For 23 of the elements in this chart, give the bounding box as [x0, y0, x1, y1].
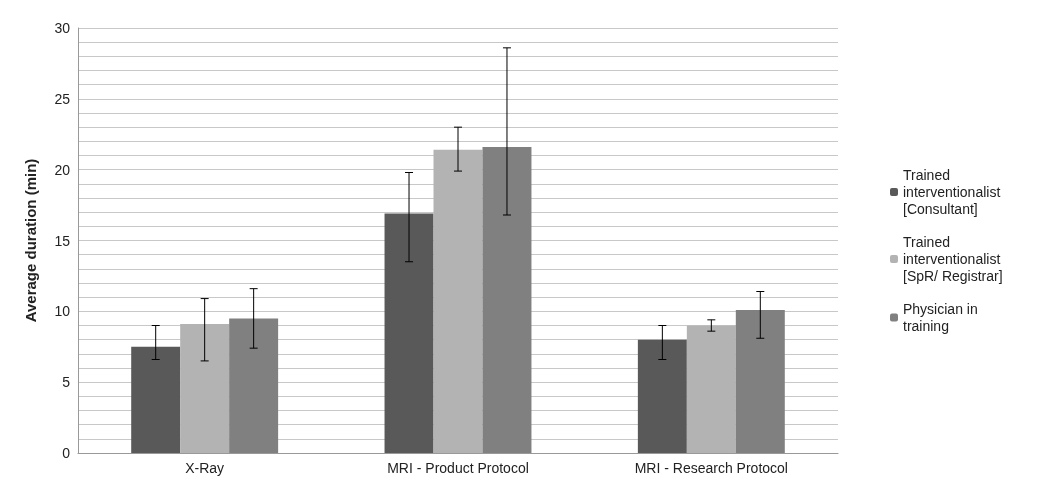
bar: [482, 147, 532, 453]
y-tick-label: 5: [62, 374, 71, 391]
x-tick-label: MRI - Product Protocol: [387, 460, 529, 476]
y-tick-label: 10: [54, 303, 71, 320]
y-axis-title: Average duration (min): [22, 158, 39, 323]
legend-label: Physician in training: [903, 301, 982, 334]
bar: [384, 213, 434, 453]
y-tick-label: 30: [54, 20, 71, 36]
bar: [686, 325, 736, 453]
x-tick-label: MRI - Research Protocol: [634, 460, 788, 476]
y-tick-label: 15: [54, 232, 71, 249]
bar: [433, 149, 483, 453]
legend-label: Trained interventionalist [SpR/ Registrar]: [903, 234, 1005, 284]
legend-label: Trained interventionalist [Consultant]: [903, 167, 1005, 217]
bar: [637, 339, 687, 453]
bar: [131, 346, 181, 453]
bar: [735, 309, 785, 453]
y-tick-label: 25: [54, 90, 71, 107]
y-tick-label: 20: [54, 161, 71, 178]
bar: [229, 318, 279, 453]
bar: [180, 324, 230, 453]
x-tick-label: X-Ray: [185, 460, 225, 476]
y-tick-label: 0: [62, 445, 71, 461]
